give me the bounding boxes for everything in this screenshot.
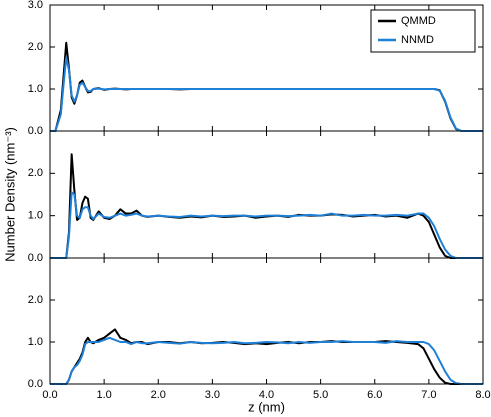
y-tick-label: 2.0 — [28, 41, 43, 53]
data-line — [50, 336, 483, 385]
y-tick-label: 3.0 — [28, 0, 43, 11]
y-tick-label: 0.0 — [28, 252, 43, 264]
x-tick-label: 0.0 — [42, 389, 57, 401]
data-line — [50, 56, 483, 132]
y-axis-label: Number Density (nm⁻³) — [2, 127, 17, 262]
x-tick-label: 7.0 — [421, 389, 436, 401]
x-tick-label: 4.0 — [259, 389, 274, 401]
y-tick-label: 1.0 — [28, 83, 43, 95]
y-tick-label: 1.0 — [28, 336, 43, 348]
x-tick-label: 5.0 — [313, 389, 328, 401]
y-tick-label: 1.0 — [28, 210, 43, 222]
x-tick-label: 8.0 — [475, 389, 490, 401]
x-tick-label: 1.0 — [96, 389, 111, 401]
x-tick-label: 6.0 — [367, 389, 382, 401]
y-tick-label: 0.0 — [28, 378, 43, 390]
legend-label: QMMD — [401, 15, 436, 27]
x-tick-label: 3.0 — [205, 389, 220, 401]
legend-label: NNMD — [401, 34, 434, 46]
x-axis-label: z (nm) — [248, 399, 285, 414]
y-tick-label: 0.0 — [28, 125, 43, 137]
y-tick-label: 2.0 — [28, 294, 43, 306]
data-line — [50, 191, 483, 259]
legend-box — [370, 9, 476, 53]
y-tick-label: 2.0 — [28, 167, 43, 179]
x-tick-label: 2.0 — [151, 389, 166, 401]
